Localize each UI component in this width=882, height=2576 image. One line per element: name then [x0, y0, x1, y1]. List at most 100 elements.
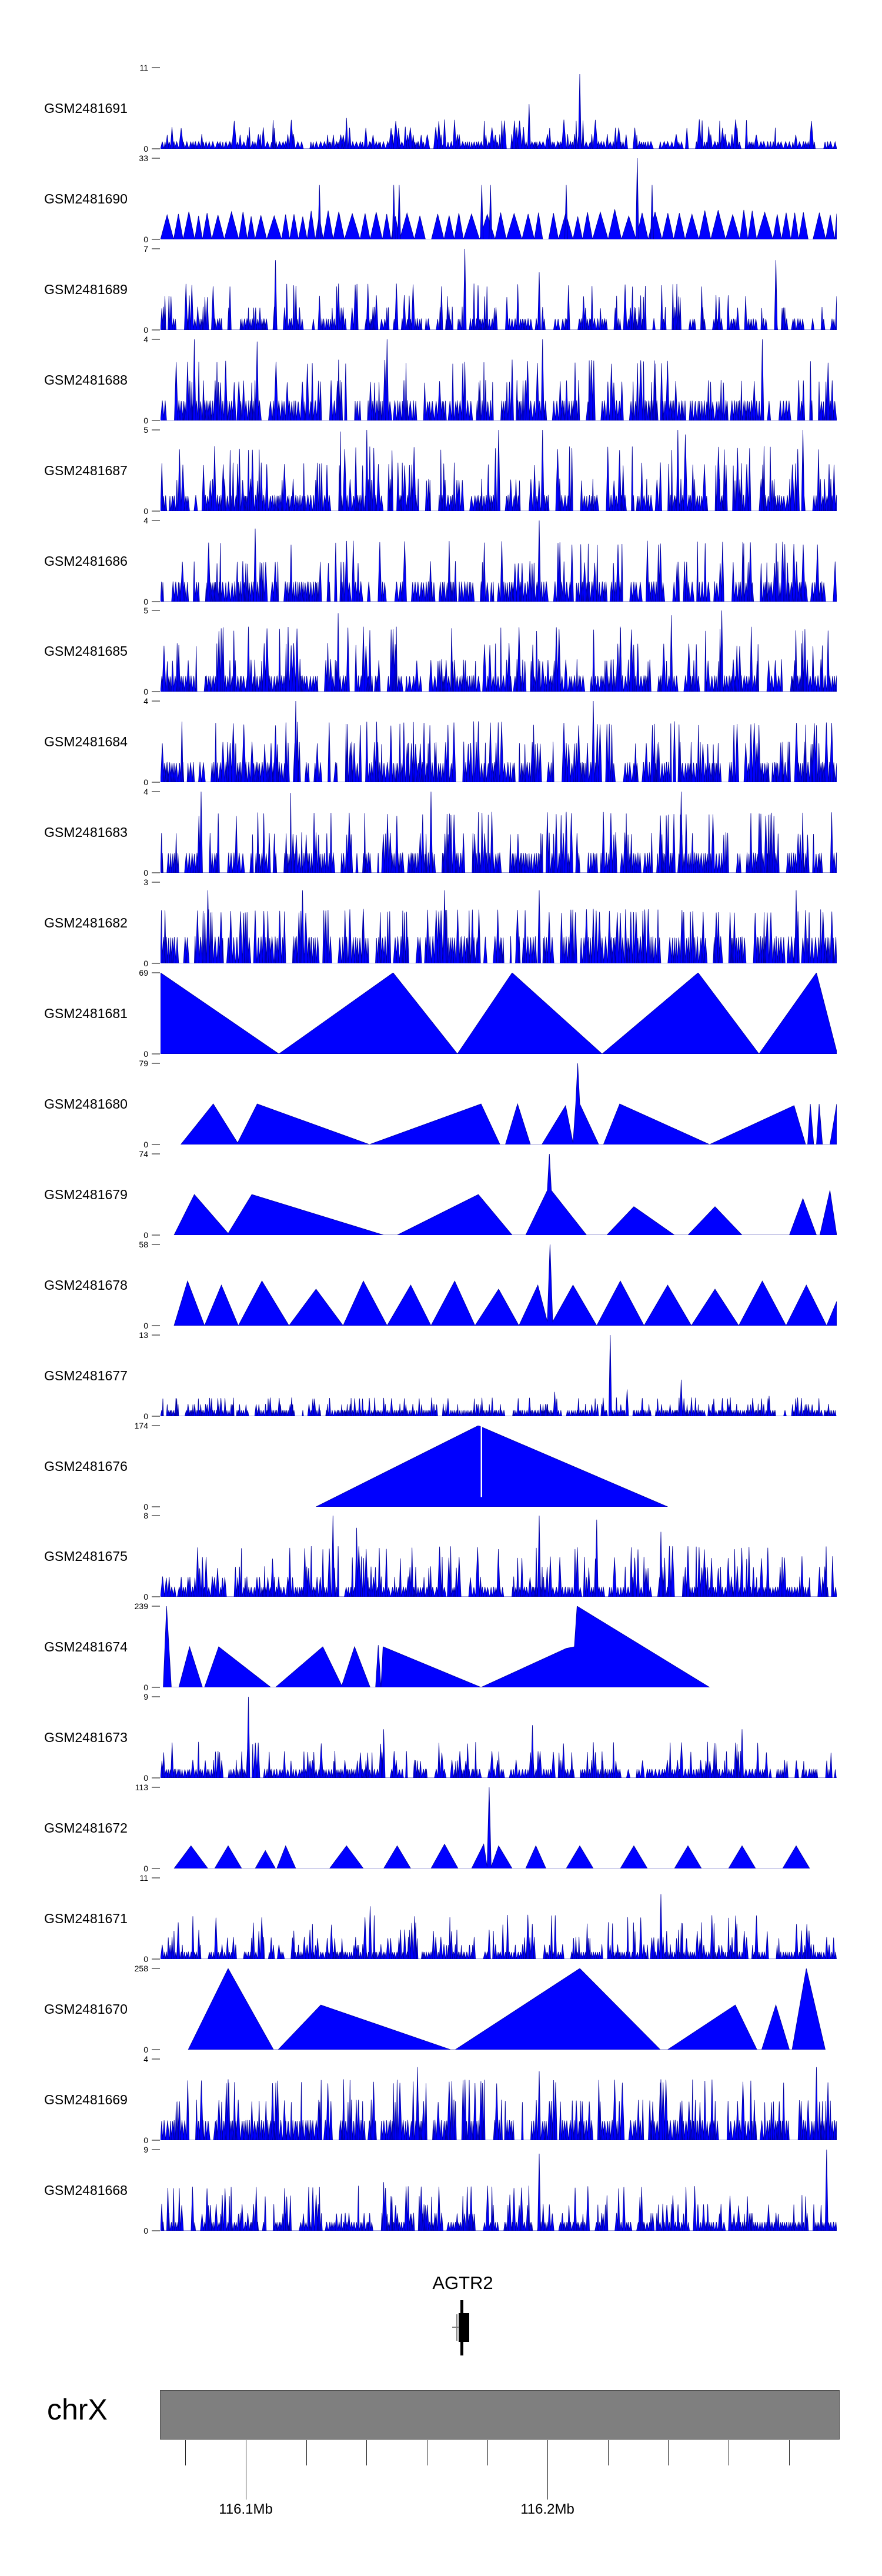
- y-axis-zero-tick: [152, 1143, 160, 1145]
- coverage-peak-spike: [693, 2185, 697, 2231]
- coverage-peak-spike: [300, 890, 305, 964]
- coverage-peak-spike: [362, 909, 365, 964]
- coverage-peak-spike: [480, 185, 484, 239]
- y-axis-max-label: 33: [139, 153, 148, 163]
- coverage-area-path: [316, 1425, 668, 1507]
- y-axis-zero-tick: [152, 782, 160, 783]
- track-sample-label: GSM2481670: [44, 2001, 128, 2017]
- data-track-row: GSM2481688 4 0: [0, 335, 882, 425]
- y-axis-max-tick: [152, 248, 160, 249]
- coverage-peak-spike: [365, 429, 369, 511]
- coverage-area-path: [188, 1968, 826, 2050]
- coverage-peak-spike: [794, 890, 798, 964]
- y-axis-max-tick: [152, 519, 160, 521]
- coverage-peak-spike: [801, 429, 805, 511]
- y-axis-zero-label: 0: [143, 1864, 148, 1874]
- y-axis-zero-tick: [152, 2139, 160, 2141]
- y-axis-max-label: 5: [143, 606, 148, 616]
- axis-tick-label-116-1mb: 116.1Mb: [219, 2501, 273, 2517]
- y-axis-max-tick: [152, 1243, 160, 1245]
- coverage-plot: [161, 2067, 837, 2140]
- data-track-row: GSM2481673 9 0: [0, 1692, 882, 1783]
- genomic-axis-tick: [789, 2440, 790, 2465]
- coverage-peak-spike: [253, 528, 257, 602]
- data-track-row: GSM2481685 5 0: [0, 606, 882, 696]
- y-axis-zero-label: 0: [143, 325, 148, 335]
- coverage-peak-spike: [345, 118, 349, 149]
- y-axis-max-label: 239: [134, 1601, 148, 1611]
- data-track-row: GSM2481690 33 0: [0, 154, 882, 244]
- y-axis-zero-tick: [152, 691, 160, 693]
- data-track-row: GSM2481677 13 0: [0, 1330, 882, 1421]
- y-axis-max-tick: [152, 1334, 160, 1336]
- y-axis-max-tick: [152, 791, 160, 793]
- y-axis-max-label: 9: [143, 2144, 148, 2154]
- coverage-area-path: [161, 1546, 837, 1597]
- gene-model-alt-transcript-tick: [452, 2327, 459, 2328]
- data-track-row: GSM2481672 113 0: [0, 1783, 882, 1873]
- coverage-peak-spike: [537, 890, 541, 964]
- y-axis-max-label: 7: [143, 243, 148, 253]
- coverage-peak-spike: [530, 1725, 534, 1778]
- y-axis-max-tick: [152, 2058, 160, 2060]
- coverage-peak-spike: [625, 1389, 629, 1416]
- coverage-peak-spike: [774, 260, 778, 330]
- genomic-axis-tick: [668, 2440, 669, 2465]
- coverage-peak-spike: [443, 890, 446, 964]
- track-sample-label: GSM2481684: [44, 734, 128, 750]
- data-track-row: GSM2481687 5 0: [0, 425, 882, 516]
- gene-model-exon-box: [459, 2313, 469, 2342]
- track-sample-label: GSM2481672: [44, 1820, 128, 1836]
- y-axis-max-label: 4: [143, 2054, 148, 2064]
- data-track-row: GSM2481689 7 0: [0, 244, 882, 335]
- coverage-area-path: [161, 973, 837, 1054]
- y-axis-max-tick: [152, 67, 160, 68]
- y-axis-max-label: 69: [139, 968, 148, 977]
- coverage-peak-spike: [489, 185, 493, 239]
- coverage-peak-spike: [673, 721, 676, 783]
- data-track-row: GSM2481678 58 0: [0, 1240, 882, 1330]
- y-axis-zero-tick: [152, 1506, 160, 1507]
- y-axis-zero-label: 0: [143, 868, 148, 878]
- track-sample-label: GSM2481686: [44, 553, 128, 569]
- track-sample-label: GSM2481691: [44, 101, 128, 116]
- y-axis-zero-label: 0: [143, 1954, 148, 1964]
- genomic-axis-tick: [366, 2440, 367, 2465]
- coverage-plot: [180, 1063, 837, 1144]
- coverage-area-path: [161, 540, 837, 602]
- y-axis-max-tick: [152, 429, 160, 431]
- y-axis-max-label: 5: [143, 425, 148, 435]
- data-track-row: GSM2481682 3 0: [0, 877, 882, 968]
- coverage-area-path: [161, 909, 837, 964]
- coverage-area-path: [161, 431, 837, 511]
- coverage-plot: [316, 1425, 668, 1507]
- y-axis-zero-label: 0: [143, 144, 148, 154]
- genomic-axis-tick: [306, 2440, 307, 2465]
- y-axis-zero-label: 0: [143, 687, 148, 697]
- y-axis-zero-tick: [152, 1415, 160, 1417]
- y-axis-max-label: 8: [143, 1511, 148, 1521]
- track-sample-label: GSM2481669: [44, 2091, 128, 2107]
- coverage-gap-notch: [480, 1425, 482, 1497]
- coverage-peak-spike: [382, 1729, 386, 1778]
- coverage-peak-spike: [537, 1516, 541, 1597]
- y-axis-zero-label: 0: [143, 1411, 148, 1421]
- track-sample-label: GSM2481683: [44, 825, 128, 840]
- y-axis-max-label: 4: [143, 696, 148, 706]
- y-axis-zero-tick: [152, 1958, 160, 1960]
- y-axis-zero-tick: [152, 238, 160, 240]
- coverage-peak-spike: [246, 626, 250, 692]
- coverage-peak-spike: [537, 520, 541, 602]
- y-axis-zero-tick: [152, 1053, 160, 1055]
- coverage-area-path: [173, 1787, 810, 1869]
- track-sample-label: GSM2481678: [44, 1277, 128, 1293]
- y-axis-max-label: 3: [143, 877, 148, 887]
- genomic-axis-tick: [185, 2440, 186, 2465]
- y-axis-zero-label: 0: [143, 2135, 148, 2145]
- coverage-area-path: [161, 1397, 837, 1416]
- coverage-peak-spike: [537, 272, 541, 330]
- track-sample-label: GSM2481681: [44, 1006, 128, 1021]
- data-track-row: GSM2481680 79 0: [0, 1059, 882, 1149]
- coverage-area-path: [161, 793, 837, 873]
